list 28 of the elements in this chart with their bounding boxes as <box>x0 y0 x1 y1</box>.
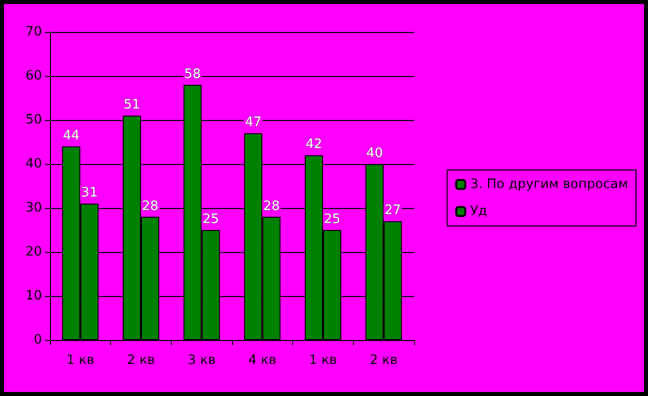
legend-label: 3. По другим вопросам <box>470 177 628 192</box>
data-label: 28 <box>142 198 158 214</box>
y-tick-label: 50 <box>25 112 42 128</box>
data-label: 25 <box>324 212 340 227</box>
data-label: 27 <box>384 203 402 218</box>
x-tick-label: 3 кв <box>188 353 216 368</box>
y-tick-label: 10 <box>25 288 42 304</box>
y-tick-label: 70 <box>25 24 42 40</box>
x-tick-label: 4 кв <box>248 353 276 368</box>
x-tick-label: 1 кв <box>66 353 94 368</box>
y-tick-label: 60 <box>25 68 42 84</box>
data-label: 42 <box>306 137 322 152</box>
x-tick-label: 2 кв <box>370 353 398 368</box>
data-label: 40 <box>366 146 383 161</box>
y-tick-label: 0 <box>34 332 42 348</box>
data-label: 47 <box>244 115 262 130</box>
x-tick-label: 1 кв <box>309 353 337 368</box>
data-label: 25 <box>202 212 220 227</box>
data-label: 44 <box>62 128 80 144</box>
data-label: 58 <box>184 66 201 82</box>
data-label: 28 <box>263 198 280 214</box>
data-label: 51 <box>124 98 140 113</box>
y-tick-label: 40 <box>25 156 42 172</box>
legend-label: Уд <box>470 204 488 219</box>
y-tick-label: 20 <box>25 244 42 260</box>
x-tick-label: 2 кв <box>127 353 155 368</box>
y-tick-label: 30 <box>25 200 42 216</box>
data-label: 31 <box>81 186 98 201</box>
